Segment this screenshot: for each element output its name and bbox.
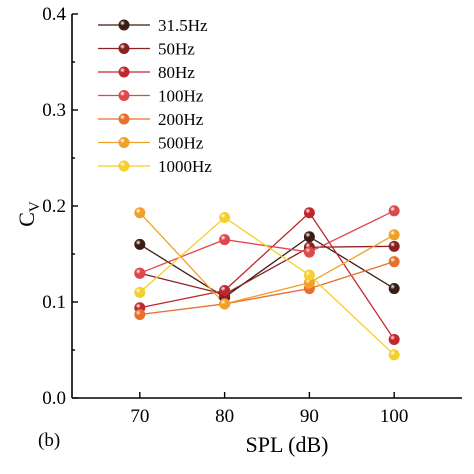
legend-item: 80Hz [98, 63, 195, 82]
series-line-500Hz [139, 212, 395, 305]
data-point-31.5Hz [303, 231, 315, 243]
data-point-100Hz [219, 234, 231, 246]
data-point-50Hz [388, 240, 400, 252]
data-point-31.5Hz [134, 238, 146, 250]
x-tick-label: 100 [380, 406, 409, 427]
legend-marker [118, 113, 130, 125]
legend-marker [118, 160, 130, 172]
series-line-50Hz [139, 245, 395, 296]
data-point-200Hz [134, 308, 146, 320]
legend-item: 100Hz [98, 87, 204, 106]
y-axis-title: CV [14, 201, 43, 227]
legend: 31.5Hz 50Hz 80Hz 100Hz 200Hz 500Hz 1000Hz [98, 16, 212, 176]
x-tick-label: 80 [215, 406, 234, 427]
data-point-500Hz [134, 207, 146, 219]
legend-marker [118, 137, 130, 149]
y-tick-label: 0.1 [42, 292, 66, 313]
legend-label: 31.5Hz [158, 16, 208, 35]
legend-item: 50Hz [98, 40, 195, 59]
data-point-1000Hz [388, 349, 400, 361]
x-tick-label: 70 [130, 406, 149, 427]
data-point-80Hz [219, 284, 231, 296]
data-point-80Hz [303, 207, 315, 219]
x-tick-label: 90 [300, 406, 319, 427]
plot-area [134, 205, 400, 361]
y-tick-label: 0.4 [42, 4, 66, 25]
y-tick-label: 0.2 [42, 196, 66, 217]
y-axis-title-main: C [14, 212, 39, 227]
data-point-100Hz [303, 246, 315, 258]
data-point-80Hz [388, 333, 400, 345]
legend-label: 1000Hz [158, 157, 212, 176]
series-line-200Hz [139, 261, 395, 316]
data-point-1000Hz [219, 212, 231, 224]
data-point-100Hz [134, 267, 146, 279]
legend-label: 50Hz [158, 40, 195, 59]
data-point-1000Hz [134, 286, 146, 298]
data-point-500Hz [388, 229, 400, 241]
legend-item: 31.5Hz [98, 16, 208, 35]
legend-marker [118, 42, 130, 54]
legend-label: 500Hz [158, 134, 204, 153]
data-point-100Hz [388, 205, 400, 217]
y-tick-label: 0.0 [42, 388, 66, 409]
axes: 70 80 90 100 0.0 0.1 0.2 0.3 0.4 [42, 4, 462, 427]
series-line-1000Hz [139, 216, 395, 356]
legend-label: 200Hz [158, 110, 204, 129]
panel-label: (b) [38, 430, 60, 451]
data-point-1000Hz [303, 269, 315, 281]
data-point-31.5Hz [388, 283, 400, 295]
legend-label: 100Hz [158, 87, 204, 106]
legend-item: 1000Hz [98, 157, 212, 176]
legend-marker [118, 66, 130, 78]
legend-item: 200Hz [98, 110, 204, 129]
series-line-80Hz [139, 211, 395, 340]
series-line-31.5Hz [139, 235, 395, 298]
legend-marker [118, 90, 130, 102]
y-tick-label: 0.3 [42, 100, 66, 121]
x-axis-title: SPL (dB) [246, 432, 329, 457]
series-line-100Hz [139, 210, 395, 274]
legend-item: 500Hz [98, 134, 204, 153]
data-point-500Hz [219, 298, 231, 310]
legend-marker [118, 19, 130, 31]
y-axis-title-subscript: V [27, 201, 43, 212]
data-point-200Hz [388, 256, 400, 268]
legend-label: 80Hz [158, 63, 195, 82]
